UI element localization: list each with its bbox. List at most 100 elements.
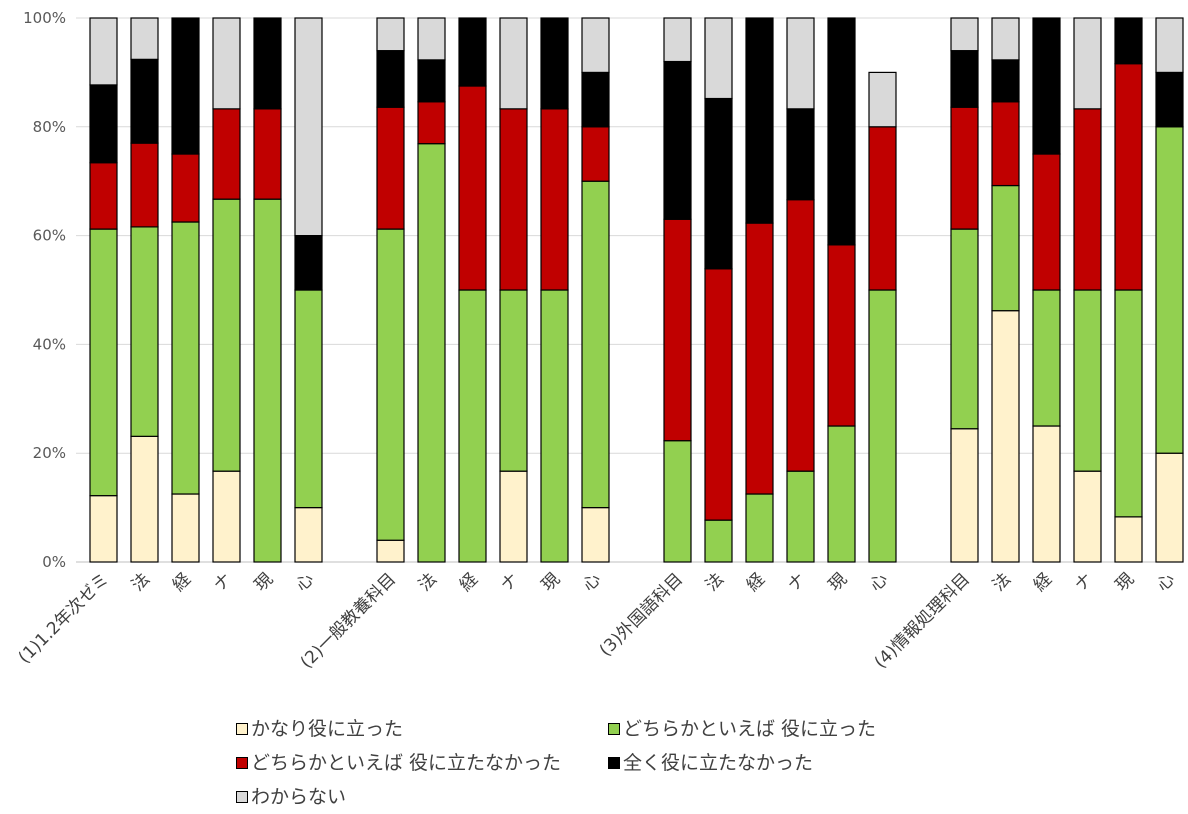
bar-segment (89, 228, 118, 497)
bar-segment (868, 289, 897, 563)
category-label: (3)外国語科目 (596, 569, 687, 660)
bar-segment (991, 59, 1020, 103)
bar-segment (827, 17, 856, 246)
category-label: 現 (825, 569, 851, 595)
category-label: ナ (1071, 569, 1097, 595)
bar-segment (1032, 289, 1061, 427)
category-label: 法 (702, 569, 728, 595)
category-label: (1)1.2年次ゼミ (15, 569, 113, 667)
legend-item: わからない (236, 780, 346, 814)
bar-segment (171, 493, 200, 563)
bar-segment (950, 428, 979, 563)
bar-segment (1073, 17, 1102, 110)
category-label: ナ (497, 569, 523, 595)
bar-segment (212, 17, 241, 110)
bar-segment (868, 126, 897, 291)
bar-segment (540, 289, 569, 563)
bar-segment (663, 60, 692, 220)
category-label: 心 (866, 569, 892, 595)
bar-segment (417, 17, 446, 61)
y-tick-label: 40% (33, 335, 66, 353)
bar-segment (540, 108, 569, 291)
bar-segment (786, 199, 815, 472)
bar-segment (294, 289, 323, 509)
bar-segment (991, 184, 1020, 312)
bar-segment (1032, 17, 1061, 155)
bar-segment (376, 106, 405, 230)
category-label: 心 (579, 569, 605, 595)
bar-segment (417, 59, 446, 103)
bar-segment (499, 289, 528, 472)
bar-segment (786, 108, 815, 201)
legend-swatch (608, 723, 620, 735)
category-label: 法 (415, 569, 441, 595)
y-tick-label: 20% (33, 444, 66, 462)
bar-segment (991, 310, 1020, 563)
legend-item: 全く役に立たなかった (608, 746, 813, 780)
bar-segment (827, 244, 856, 427)
bar-segment (1032, 425, 1061, 563)
bar-segment (89, 162, 118, 230)
bar-segment (581, 71, 610, 128)
bar-segment (1073, 108, 1102, 291)
bar-segment (704, 17, 733, 100)
bar-segment (89, 495, 118, 563)
bar-segment (212, 470, 241, 563)
bar-segment (745, 493, 774, 563)
legend-label: かなり役に立った (251, 718, 404, 740)
bar-segment (581, 180, 610, 509)
bar-segment (950, 50, 979, 108)
bar-segment (458, 17, 487, 87)
legend-label: どちらかといえば 役に立った (623, 718, 877, 740)
bar-segment (950, 17, 979, 52)
category-label: 経 (1030, 569, 1056, 595)
bar-segment (376, 17, 405, 52)
bar-segment (581, 507, 610, 563)
bar-segment (294, 235, 323, 291)
bar-segment (991, 17, 1020, 61)
bar-segment (458, 289, 487, 563)
legend-label: どちらかといえば 役に立たなかった (251, 752, 562, 774)
category-label: 経 (456, 569, 482, 595)
bar-segment (130, 142, 159, 228)
bar-segment (1155, 17, 1184, 74)
bar-segment (130, 435, 159, 563)
legend-label: わからない (251, 786, 347, 808)
bar-segment (663, 218, 692, 442)
category-label: 心 (1153, 569, 1179, 595)
y-tick-label: 60% (33, 227, 66, 245)
legend-item: どちらかといえば 役に立たなかった (236, 746, 561, 780)
category-label: 現 (538, 569, 564, 595)
bar-segment (212, 198, 241, 472)
bar-segment (745, 222, 774, 495)
bar-segment (950, 228, 979, 430)
bar-segment (499, 17, 528, 110)
bar-segment (458, 85, 487, 291)
category-label: 法 (989, 569, 1015, 595)
bar-segment (786, 17, 815, 110)
category-label: ナ (210, 569, 236, 595)
bar-segment (1155, 452, 1184, 563)
bar-segment (417, 143, 446, 563)
bar-segment (1155, 71, 1184, 128)
bar-segment (1155, 126, 1184, 454)
y-tick-label: 100% (23, 9, 66, 27)
bar-segment (745, 17, 774, 224)
bar-segment (499, 470, 528, 563)
bar-segment (376, 50, 405, 108)
bar-segment (253, 108, 282, 200)
bar-segment (253, 17, 282, 110)
bar-segment (1114, 17, 1143, 65)
legend-swatch (236, 791, 248, 803)
bar-segment (212, 108, 241, 200)
bar-segment (540, 17, 569, 110)
legend-swatch (608, 757, 620, 769)
bar-segment (1032, 153, 1061, 291)
bar-segment (130, 58, 159, 144)
bar-segment (1114, 516, 1143, 563)
category-label: ナ (784, 569, 810, 595)
bar-segment (663, 440, 692, 563)
bar-segment (991, 101, 1020, 187)
bar-segment (704, 97, 733, 270)
legend-swatch (236, 757, 248, 769)
